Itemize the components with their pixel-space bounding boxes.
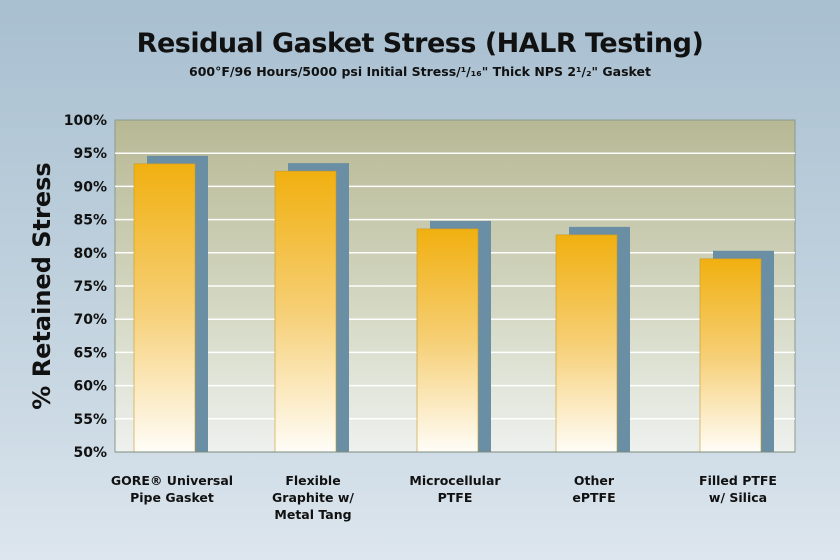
x-category-label: Filled PTFE (699, 473, 777, 488)
x-category-label: w/ Silica (709, 490, 767, 505)
y-tick-label: 65% (73, 345, 107, 361)
bar (555, 234, 618, 453)
y-tick-label: 50% (73, 445, 107, 461)
bar (274, 170, 337, 453)
y-tick-label: 95% (73, 146, 107, 162)
chart-title: Residual Gasket Stress (HALR Testing) (136, 28, 704, 59)
x-category-label: Metal Tang (274, 507, 351, 522)
y-tick-label: 70% (73, 312, 107, 328)
x-category-label: Graphite w/ (272, 490, 354, 505)
x-category-label: ePTFE (572, 490, 615, 505)
y-tick-label: 85% (73, 213, 107, 229)
x-category-label: Pipe Gasket (130, 490, 214, 505)
y-tick-label: 75% (73, 279, 107, 295)
bar (699, 258, 762, 453)
y-tick-label: 55% (73, 412, 107, 428)
y-tick-label: 80% (73, 246, 107, 262)
bar (416, 228, 479, 453)
x-category-label: Microcellular (409, 473, 501, 488)
x-category-label: GORE® Universal (111, 473, 233, 488)
x-category-label: Flexible (285, 473, 340, 488)
x-category-label: PTFE (438, 490, 473, 505)
bar (133, 163, 196, 453)
y-tick-label: 90% (73, 179, 107, 195)
chart-subtitle: 600°F/96 Hours/5000 psi Initial Stress/¹… (189, 64, 651, 79)
y-tick-label: 100% (64, 113, 107, 129)
y-axis-label: % Retained Stress (28, 162, 56, 409)
y-tick-label: 60% (73, 379, 107, 395)
x-category-label: Other (574, 473, 615, 488)
